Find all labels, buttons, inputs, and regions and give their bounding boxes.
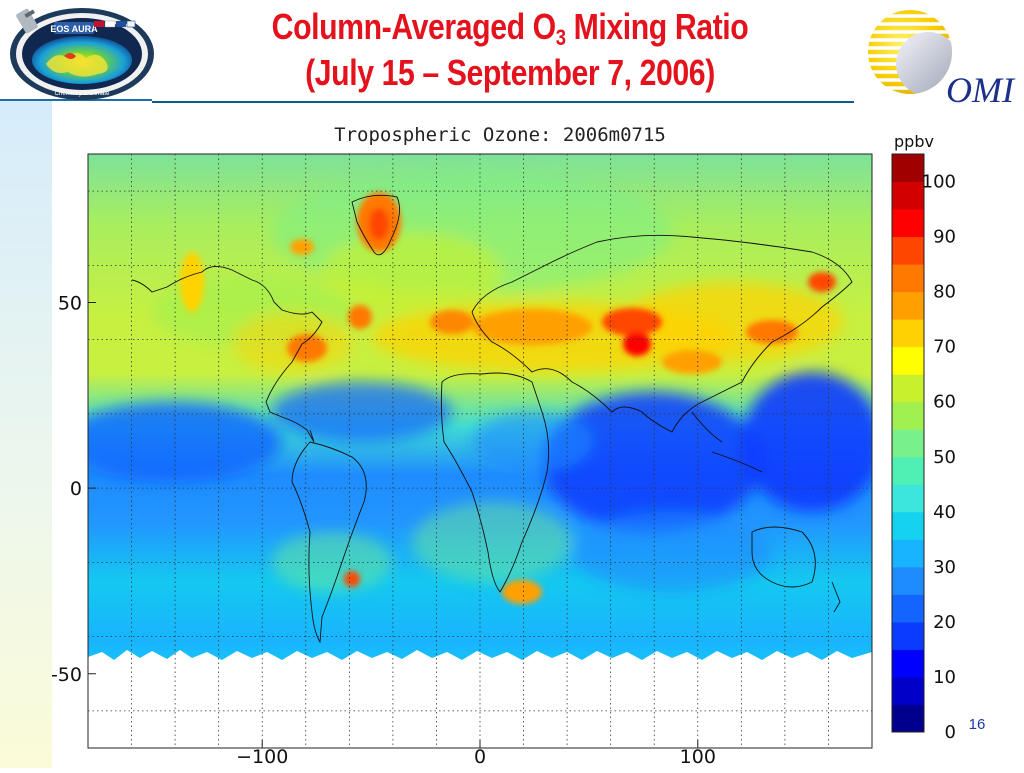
graticule bbox=[88, 154, 872, 748]
omi-logo: OMI bbox=[868, 10, 1016, 110]
y-tick-label: -50 bbox=[52, 664, 82, 686]
colorbar-tick-label: 70 bbox=[933, 337, 956, 358]
colorbar-segment bbox=[892, 319, 924, 348]
colorbar-segment bbox=[892, 264, 924, 293]
colorbar-segment bbox=[892, 456, 924, 485]
aura-logo-text: EOS AURA bbox=[50, 24, 98, 34]
x-tick-label: 100 bbox=[680, 746, 716, 768]
x-tick-label: −100 bbox=[236, 746, 288, 768]
colorbar-tick-label: 90 bbox=[933, 227, 956, 248]
slide-title-line2: (July 15 – September 7, 2006) bbox=[305, 52, 715, 93]
aura-logo-ring-text: Chemistry & Climate bbox=[55, 91, 110, 97]
colorbar-segment bbox=[892, 374, 924, 403]
header-rule bbox=[152, 101, 854, 103]
colorbar-tick-label: 20 bbox=[933, 612, 956, 633]
ozone-map-figure: Tropospheric Ozone: 2006m0715 bbox=[51, 112, 968, 768]
colorbar-segment bbox=[892, 594, 924, 623]
x-tick-label: 0 bbox=[474, 746, 486, 768]
slide-title-line1: Column-Averaged O3 Mixing Ratio bbox=[271, 6, 749, 50]
ozone-map-svg: Tropospheric Ozone: 2006m0715 bbox=[51, 124, 956, 768]
colorbar-segment bbox=[892, 621, 924, 650]
colorbar-tick-label: 40 bbox=[933, 502, 956, 523]
colorbar-segment bbox=[892, 401, 924, 430]
colorbar-segment bbox=[892, 209, 924, 238]
colorbar-unit: ppbv bbox=[894, 132, 934, 151]
colorbar bbox=[891, 153, 925, 733]
omi-logo-text: OMI bbox=[946, 70, 1016, 110]
colorbar-segment bbox=[892, 346, 924, 375]
eos-aura-logo: EOS AURA Chemistry & Climate bbox=[10, 8, 154, 100]
y-tick-label: 50 bbox=[58, 293, 82, 315]
colorbar-segment bbox=[892, 566, 924, 595]
colorbar-segment bbox=[892, 291, 924, 320]
map-title: Tropospheric Ozone: 2006m0715 bbox=[334, 124, 666, 146]
colorbar-segment bbox=[892, 484, 924, 513]
slide-title: Column-Averaged O3 Mixing Ratio (July 15… bbox=[208, 4, 813, 96]
coastlines bbox=[131, 194, 853, 644]
colorbar-tick-label: 80 bbox=[933, 282, 956, 303]
colorbar-tick-label: 0 bbox=[945, 722, 956, 743]
colorbar-segment bbox=[892, 704, 924, 733]
latitude-ticks: 50 0 -50 bbox=[51, 293, 96, 686]
page-number: 16 bbox=[968, 716, 986, 733]
colorbar-tick-label: 30 bbox=[933, 557, 956, 578]
colorbar-segment bbox=[892, 649, 924, 678]
colorbar-segment bbox=[892, 539, 924, 568]
longitude-ticks: −100 0 100 bbox=[236, 740, 716, 768]
colorbar-segment bbox=[892, 676, 924, 705]
colorbar-segment bbox=[892, 236, 924, 265]
header-rule-left bbox=[0, 99, 152, 101]
colorbar-segment bbox=[892, 154, 924, 183]
colorbar-tick-label: 60 bbox=[933, 392, 956, 413]
left-decorative-strip bbox=[0, 100, 52, 768]
colorbar-tick-label: 10 bbox=[933, 667, 956, 688]
ozone-field bbox=[88, 154, 872, 748]
colorbar-segment bbox=[892, 181, 924, 210]
colorbar-tick-label: 50 bbox=[933, 447, 956, 468]
colorbar-tick-label: 100 bbox=[922, 172, 956, 193]
colorbar-frame bbox=[891, 153, 925, 733]
colorbar-segment bbox=[892, 429, 924, 458]
colorbar-segment bbox=[892, 511, 924, 540]
y-tick-label: 0 bbox=[70, 478, 82, 500]
